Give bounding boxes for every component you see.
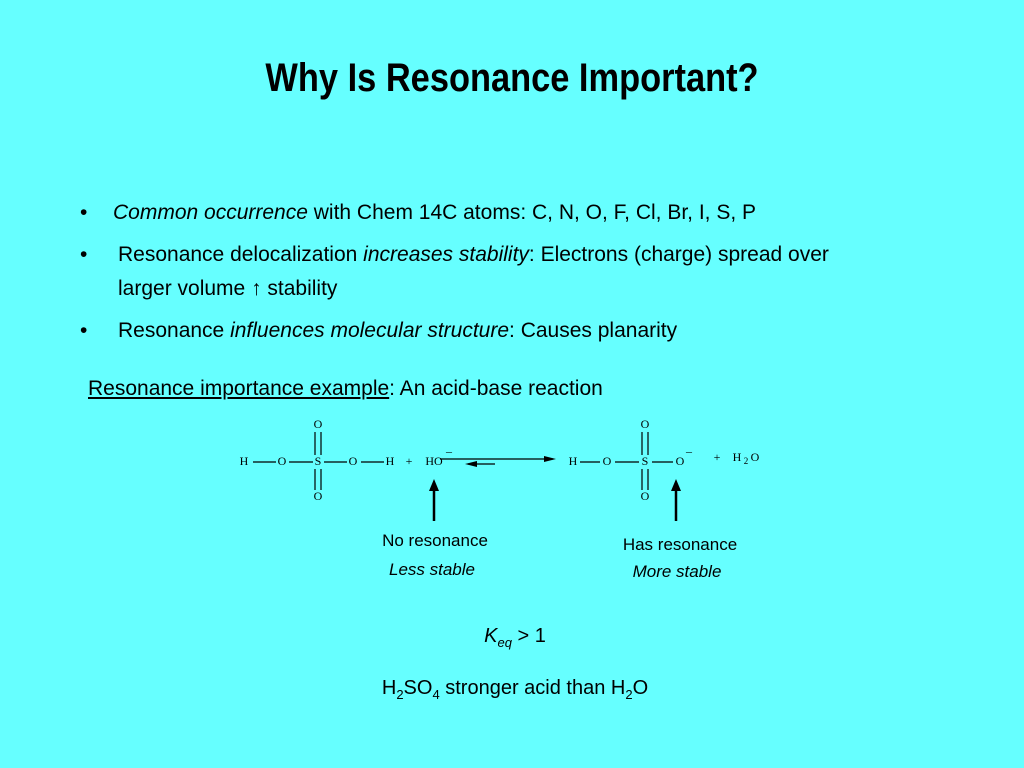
text: O	[632, 677, 649, 699]
atom: O	[349, 454, 358, 468]
note: Less stable	[389, 560, 475, 579]
arrow-head	[544, 456, 556, 462]
atom: S	[642, 454, 649, 468]
text: : Causes planarity	[509, 319, 678, 342]
subscript: eq	[497, 635, 511, 650]
bullet-text: Resonance influences molecular structure…	[118, 314, 677, 348]
text: : Electrons (charge) spread over	[528, 243, 829, 266]
arrow-head	[671, 479, 681, 491]
text: SO	[403, 677, 433, 699]
emphasis: increases stability	[363, 243, 529, 266]
example-heading: Resonance importance example	[88, 377, 390, 400]
atom: O	[641, 489, 650, 503]
atom: S	[315, 454, 322, 468]
atom: O	[314, 489, 323, 503]
text: Resonance	[118, 319, 231, 342]
bullet-marker: •	[80, 201, 88, 224]
bullet-text: Resonance delocalization increases stabi…	[118, 238, 829, 306]
atom: H	[733, 450, 742, 464]
subscript: 2	[744, 456, 749, 466]
equilibrium-constant: Keq > 1	[0, 625, 1024, 650]
up-arrow-symbol: ↑	[251, 277, 262, 300]
subscript: 4	[432, 687, 440, 702]
plus: +	[406, 454, 413, 468]
subscript: 2	[396, 687, 404, 702]
atom: H	[386, 454, 395, 468]
bullet-text: Common occurrence with Chem 14C atoms: C…	[113, 196, 756, 230]
annotation-title: No resonance	[382, 531, 488, 550]
base: HO	[425, 454, 443, 468]
atom: O	[278, 454, 287, 468]
atom: O	[314, 417, 323, 431]
atom: H	[240, 454, 249, 468]
text: : An acid-base reaction	[389, 377, 603, 400]
plus: +	[714, 450, 721, 464]
subscript-text: eq	[497, 635, 512, 650]
atom: O	[751, 450, 760, 464]
bullet-marker: •	[80, 319, 88, 342]
atom: H	[569, 454, 578, 468]
emphasis: influences molecular structure	[230, 319, 510, 342]
atom: O	[676, 454, 685, 468]
bullet-marker: •	[80, 243, 88, 266]
arrow-head	[429, 479, 439, 491]
text: with Chem 14C atoms: C, N, O, F, Cl, Br,…	[307, 201, 757, 224]
symbol: K	[484, 625, 498, 647]
conclusion: H2SO4 stronger acid than H2O	[0, 677, 1024, 702]
slide-title: Why Is Resonance Important?	[265, 56, 759, 100]
text: stronger acid than H	[439, 677, 626, 699]
atom: O	[603, 454, 612, 468]
example-line: Resonance importance example: An acid-ba…	[88, 372, 603, 406]
subscript: 2	[625, 687, 633, 702]
note: More stable	[632, 562, 722, 581]
text: larger volume	[118, 277, 252, 300]
emphasis: Common occurrence	[113, 201, 308, 224]
relation: > 1	[511, 625, 546, 647]
atom: O	[641, 417, 650, 431]
text: Resonance delocalization	[118, 243, 364, 266]
arrow-head	[465, 461, 477, 467]
charge: –	[445, 444, 453, 458]
text: stability	[261, 277, 338, 300]
annotation-note: Less stable	[332, 560, 532, 580]
text: H	[381, 677, 397, 699]
charge: –	[685, 444, 693, 458]
annotation-note: More stable	[577, 562, 777, 582]
annotation-title: Has resonance	[622, 535, 738, 554]
